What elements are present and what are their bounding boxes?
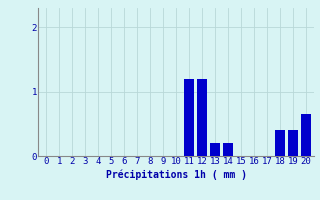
- Bar: [288, 130, 298, 156]
- Bar: [197, 79, 207, 156]
- Bar: [210, 143, 220, 156]
- Bar: [275, 130, 285, 156]
- Bar: [301, 114, 311, 156]
- X-axis label: Précipitations 1h ( mm ): Précipitations 1h ( mm ): [106, 169, 246, 180]
- Bar: [184, 79, 194, 156]
- Bar: [223, 143, 233, 156]
